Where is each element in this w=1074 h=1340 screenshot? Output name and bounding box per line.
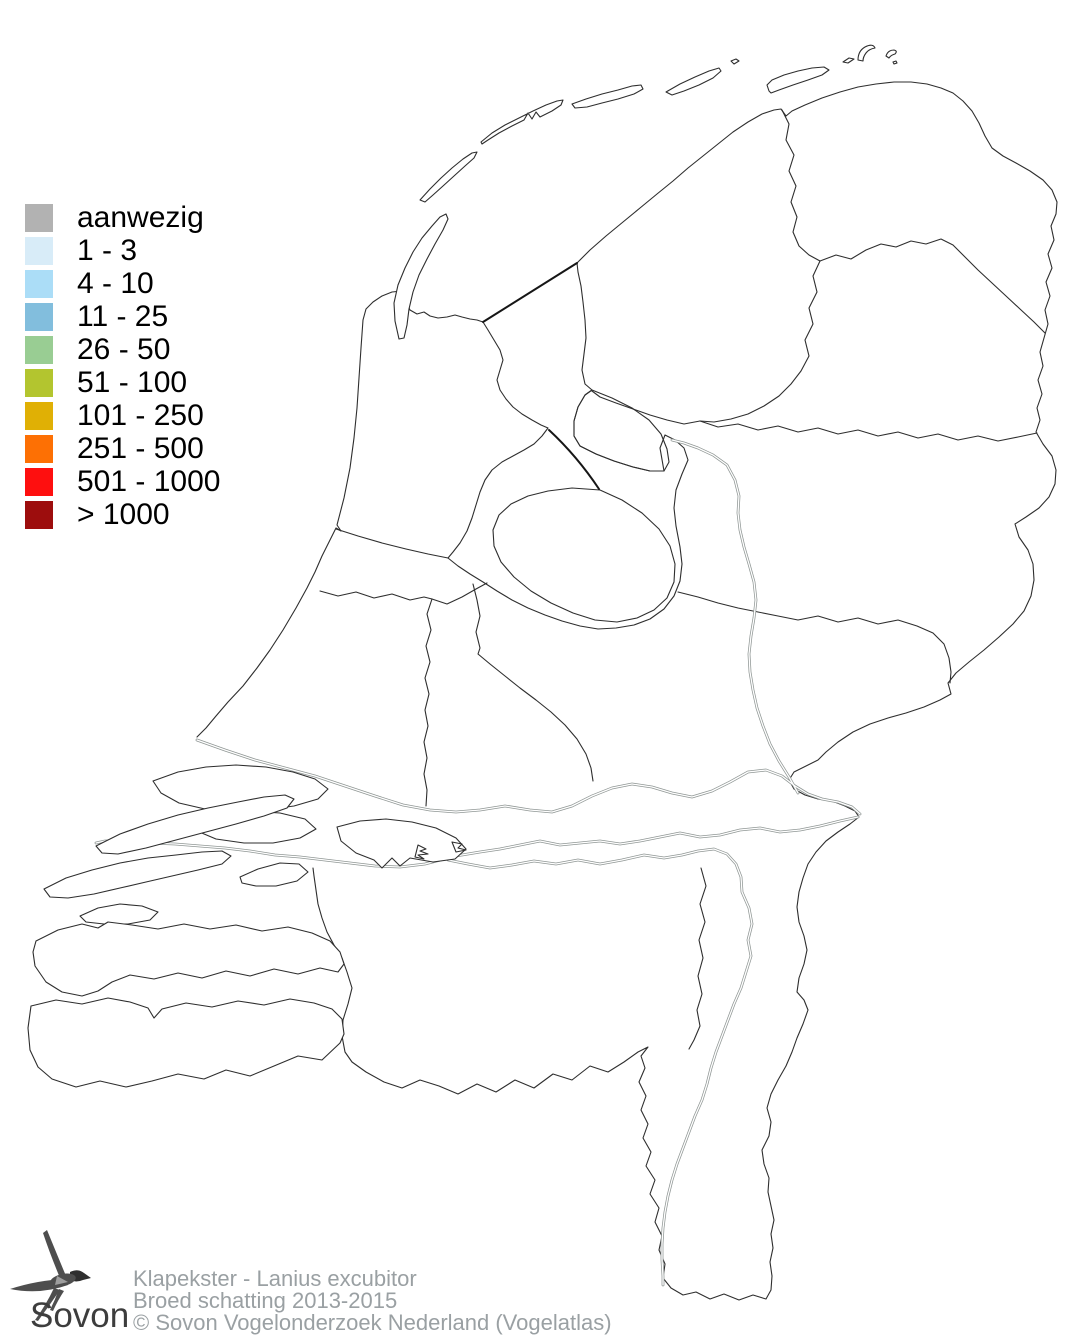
afsluitdijk: [482, 262, 578, 323]
legend-swatch: [25, 501, 53, 529]
legend-item: 101 - 250: [25, 399, 220, 432]
zeeuws-vlaanderen: [27, 997, 345, 1088]
rivers: [94, 438, 862, 1287]
legend-label: > 1000: [77, 498, 170, 531]
legend-item: 11 - 25: [25, 300, 220, 333]
legend-label: 501 - 1000: [77, 465, 221, 498]
legend-swatch: [25, 402, 53, 430]
caption-copyright: © Sovon Vogelonderzoek Nederland (Vogela…: [133, 1310, 612, 1335]
caption-species: Klapekster - Lanius excubitor: [133, 1266, 417, 1291]
legend-item: aanwezig: [25, 201, 220, 234]
legend-swatch: [25, 435, 53, 463]
island-tholen: [239, 862, 309, 887]
legend-swatch: [25, 336, 53, 364]
island-texel: [393, 213, 449, 340]
island-terschelling: [480, 99, 564, 145]
legend-label: 251 - 500: [77, 432, 204, 465]
legend-item: 501 - 1000: [25, 465, 221, 498]
island-ameland: [571, 84, 644, 109]
legend-label: 26 - 50: [77, 333, 171, 366]
map-caption: Klapekster - Lanius excubitor Broed scha…: [133, 1268, 612, 1334]
island-schiermonnikoog: [665, 67, 722, 96]
sovon-bird-icon: [10, 1230, 91, 1321]
island-walcheren-beveland: [32, 921, 345, 997]
legend-swatch: [25, 468, 53, 496]
noordoostpolder: [573, 389, 670, 472]
zeeland-islands: [27, 764, 467, 1088]
legend-label: 4 - 10: [77, 267, 154, 300]
dikes: [482, 262, 600, 490]
legend-swatch: [25, 369, 53, 397]
legend-label: aanwezig: [77, 201, 204, 234]
province-borders: [319, 109, 1046, 1050]
island-schouwen-duiveland: [43, 850, 232, 899]
legend-item: 26 - 50: [25, 333, 220, 366]
caption-survey: Broed schatting 2013-2015: [133, 1288, 398, 1313]
sovon-logo: Sovon: [8, 1230, 130, 1340]
legend-item: 251 - 500: [25, 432, 220, 465]
legend-label: 51 - 100: [77, 366, 188, 399]
wadden-islands: [393, 44, 898, 340]
legend-item: 51 - 100: [25, 366, 220, 399]
legend-swatch: [25, 270, 53, 298]
houtribdijk: [548, 429, 600, 490]
legend-item: > 1000: [25, 498, 220, 531]
legend-label: 11 - 25: [77, 300, 169, 333]
legend-swatch: [25, 303, 53, 331]
legend-item: 1 - 3: [25, 234, 220, 267]
legend-swatch: [25, 204, 53, 232]
legend-swatch: [25, 237, 53, 265]
island-goeree-overflakkee: [95, 794, 295, 855]
island-rottumerplaat: [766, 66, 830, 94]
coastline: [196, 81, 1058, 1301]
legend-label: 1 - 3: [77, 234, 138, 267]
island-noord-beveland: [79, 903, 159, 925]
sovon-logo-text: Sovon: [30, 1296, 130, 1335]
legend-label: 101 - 250: [77, 399, 204, 432]
island-vlieland: [419, 151, 478, 203]
island-dordrecht-biesbosch: [336, 818, 467, 869]
legend-item: 4 - 10: [25, 267, 220, 300]
legend: aanwezig 1 - 3 4 - 10 11 - 25 26 - 50 51…: [25, 201, 221, 534]
